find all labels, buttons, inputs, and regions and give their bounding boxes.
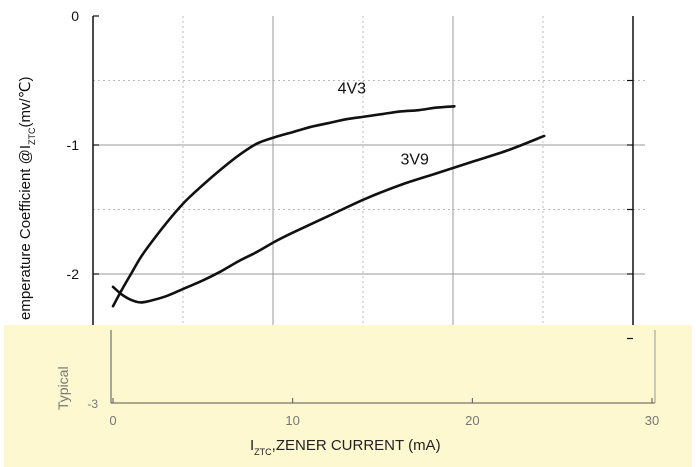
- y-tick-label: 0: [71, 8, 79, 24]
- lower-band-background: [4, 325, 692, 467]
- curve-label: 4V3: [338, 80, 367, 97]
- y-tick-label: -2: [67, 266, 80, 282]
- x-tick-label: 10: [285, 413, 299, 428]
- grid-lines: [93, 16, 645, 325]
- x-tick-label: 30: [645, 413, 659, 428]
- tick-labels: 0 -1 -2 -3 0 10 20 30: [67, 8, 660, 428]
- axes: [92, 15, 656, 404]
- x-tick-label: 0: [109, 413, 116, 428]
- series-line-4v3: [111, 105, 456, 308]
- series-line-3v9: [111, 134, 546, 304]
- annotations: 4V3 3V9: [338, 80, 429, 168]
- x-tick-label: 20: [465, 413, 479, 428]
- data-series: [111, 105, 546, 308]
- curve-label: 3V9: [400, 151, 429, 168]
- y-axis-label: emperature Coefficient @IZTC(mv/℃): [17, 76, 37, 320]
- y-axis-label-lower: Typical: [55, 366, 71, 410]
- x-axis-label: IZTC,ZENER CURRENT (mA): [250, 437, 441, 457]
- y-tick-label: -1: [67, 137, 80, 153]
- y-tick-label: -3: [87, 397, 98, 411]
